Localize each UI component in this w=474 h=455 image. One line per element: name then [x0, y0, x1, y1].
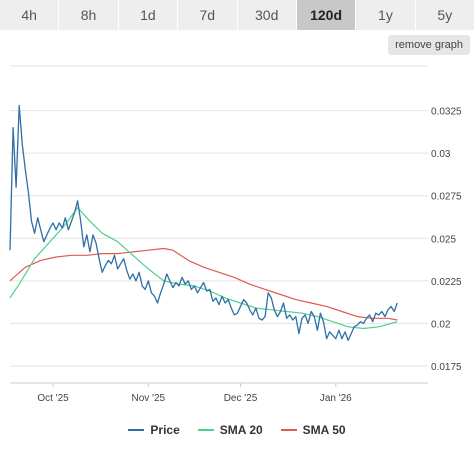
tab-1d[interactable]: 1d	[118, 0, 179, 30]
tab-30d[interactable]: 30d	[237, 0, 297, 30]
tab-8h[interactable]: 8h	[59, 0, 119, 30]
legend-swatch-price	[128, 429, 145, 431]
tab-4h[interactable]: 4h	[0, 0, 60, 30]
legend-item-sma50[interactable]: SMA 50	[280, 423, 346, 437]
y-tick-label: 0.0275	[431, 192, 462, 203]
x-tick-label: Oct '25	[37, 393, 69, 404]
price-line	[9, 104, 398, 342]
x-tick-label: Jan '26	[320, 393, 352, 404]
price-chart: 0.0175 0.02 0.0225 0.025 0.0275 0.03 0.0325 Oct…	[9, 65, 462, 404]
remove-graph-button[interactable]: remove graph	[388, 35, 470, 55]
legend-label-sma50: SMA 50	[302, 423, 346, 437]
tab-7d[interactable]: 7d	[178, 0, 238, 30]
y-tick-label: 0.025	[431, 234, 456, 245]
y-tick-label: 0.03	[431, 149, 451, 160]
legend-swatch-sma20	[197, 429, 214, 431]
tab-120d[interactable]: 120d	[296, 0, 357, 30]
x-tick-label: Dec '25	[224, 393, 258, 404]
sma-50-line	[9, 247, 398, 321]
x-tick-label: Nov '25	[132, 393, 166, 404]
legend-item-sma20[interactable]: SMA 20	[197, 423, 263, 437]
legend-item-price[interactable]: Price	[128, 423, 180, 437]
chart-legend: Price SMA 20 SMA 50	[0, 420, 474, 440]
legend-swatch-sma50	[280, 429, 297, 431]
legend-label-price: Price	[150, 423, 180, 437]
legend-label-sma20: SMA 20	[219, 423, 263, 437]
tab-1y[interactable]: 1y	[356, 0, 416, 30]
y-tick-label: 0.0225	[431, 277, 462, 288]
y-tick-label: 0.0175	[431, 362, 462, 373]
timeframe-tabs: 4h 8h 1d 7d 30d 120d 1y 5y	[0, 0, 474, 30]
tab-5y[interactable]: 5y	[415, 0, 474, 30]
y-tick-label: 0.0325	[431, 107, 462, 118]
y-tick-label: 0.02	[431, 319, 451, 330]
